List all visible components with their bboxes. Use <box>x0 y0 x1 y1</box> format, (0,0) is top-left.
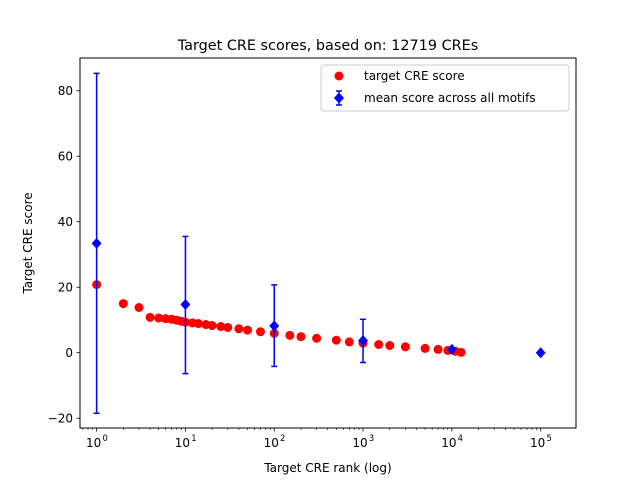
target-cre-score-point <box>234 324 244 334</box>
target-cre-score-point <box>420 343 430 353</box>
x-tick-label: 10 3 <box>352 433 374 450</box>
target-cre-score-point <box>118 299 128 309</box>
mean-score-point <box>446 343 457 355</box>
mean-score-point <box>269 320 280 332</box>
target-cre-score-point <box>374 340 384 350</box>
x-tick-base: 10 <box>352 436 367 450</box>
legend-marker-mean-score <box>334 90 344 106</box>
target-cre-score-point <box>433 344 443 354</box>
target-cre-score-point <box>216 321 226 331</box>
target-cre-score-point <box>223 322 233 332</box>
target-cre-score-point <box>242 325 252 335</box>
x-tick-base: 10 <box>175 436 190 450</box>
y-tick-label: 60 <box>58 150 73 164</box>
legend-label-target-cre-score: target CRE score <box>364 69 465 83</box>
legend-diamond-marker <box>334 92 344 104</box>
x-tick-label: 10 5 <box>530 433 552 450</box>
y-axis-label: Target CRE score <box>21 192 35 294</box>
x-axis-ticks: 10 0 10 1 10 2 10 3 10 4 10 5 <box>82 428 552 450</box>
x-tick-label: 10 0 <box>86 433 108 450</box>
series-target-cre-score <box>92 280 466 357</box>
chart-title: Target CRE scores, based on: 12719 CREs <box>177 38 478 54</box>
x-tick-label: 10 2 <box>264 433 286 450</box>
y-tick-label: −20 <box>48 411 73 425</box>
x-tick-exponent: 1 <box>191 433 196 443</box>
x-tick-exponent: 3 <box>369 433 374 443</box>
target-cre-score-point <box>456 347 466 357</box>
x-tick-base: 10 <box>86 436 101 450</box>
plot-frame <box>79 57 577 429</box>
legend: target CRE score mean score across all m… <box>320 64 570 112</box>
target-cre-score-point <box>331 335 341 345</box>
x-tick-label: 10 4 <box>441 433 463 450</box>
x-tick-label: 10 1 <box>175 433 197 450</box>
x-tick-exponent: 5 <box>546 433 551 443</box>
target-cre-score-point <box>400 342 410 352</box>
plot-area <box>91 72 546 415</box>
target-cre-score-point <box>385 340 395 350</box>
series-mean-score <box>91 72 546 415</box>
legend-box <box>320 64 570 112</box>
x-tick-base: 10 <box>441 436 456 450</box>
target-cre-score-point <box>296 332 306 342</box>
target-cre-score-point <box>134 303 144 313</box>
mean-score-point <box>358 335 368 347</box>
legend-marker-target-cre-score <box>334 71 344 81</box>
target-cre-score-point <box>255 327 265 337</box>
mean-score-point <box>180 299 191 311</box>
x-tick-exponent: 2 <box>280 433 285 443</box>
y-axis-ticks: −20 0 20 40 60 80 <box>48 84 80 425</box>
y-tick-label: 80 <box>58 84 73 98</box>
x-tick-exponent: 0 <box>102 433 107 443</box>
x-tick-base: 10 <box>530 436 545 450</box>
target-cre-score-point <box>193 319 203 329</box>
x-axis-label: Target CRE rank (log) <box>263 461 391 475</box>
legend-label-mean-score: mean score across all motifs <box>364 91 536 105</box>
mean-score-point <box>91 237 102 249</box>
target-cre-score-point <box>312 333 322 343</box>
target-cre-score-point <box>285 330 295 340</box>
y-tick-label: 0 <box>65 346 73 360</box>
target-cre-score-point <box>207 321 217 331</box>
mean-score-point <box>535 347 546 359</box>
x-tick-base: 10 <box>264 436 279 450</box>
target-cre-score-point <box>154 313 164 323</box>
target-cre-score-point <box>344 337 354 347</box>
y-tick-label: 40 <box>58 215 73 229</box>
y-tick-label: 20 <box>58 281 73 295</box>
x-tick-exponent: 4 <box>458 433 463 443</box>
target-cre-score-point <box>145 312 155 322</box>
